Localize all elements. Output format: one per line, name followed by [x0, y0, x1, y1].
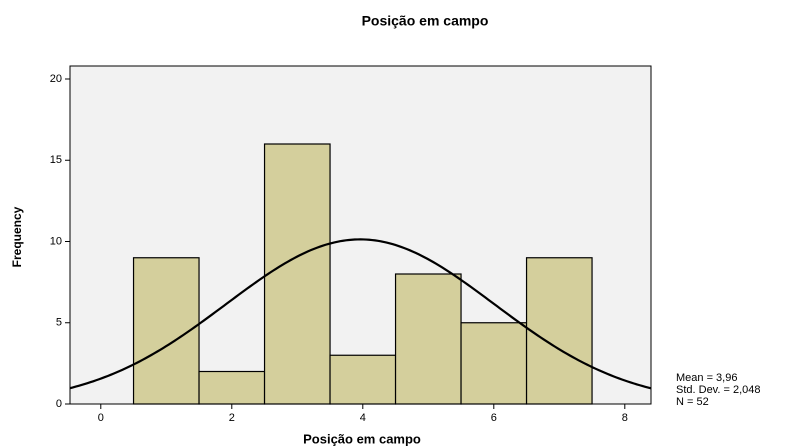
stat-label: Std. Dev. = 2,048 — [676, 384, 761, 396]
bar — [329, 354, 397, 405]
stat-label: Mean = 3,96 — [676, 372, 737, 384]
y-axis-label: Frequency — [10, 206, 24, 267]
y-tick-label: 5 — [56, 317, 62, 329]
chart-title: Posição em campo — [362, 13, 489, 29]
bar — [263, 143, 331, 405]
x-tick-label: 4 — [360, 412, 366, 424]
normal-curve — [69, 238, 652, 390]
x-tick-label: 0 — [98, 412, 104, 424]
bar — [198, 370, 266, 405]
x-axis-label: Posição em campo — [303, 431, 421, 446]
bar — [460, 322, 528, 405]
x-tick-label: 8 — [622, 412, 628, 424]
bar — [525, 257, 593, 405]
x-tick-label: 2 — [229, 412, 235, 424]
y-tick-label: 15 — [50, 154, 62, 166]
y-tick-label: 10 — [50, 235, 62, 247]
y-tick-label: 0 — [56, 398, 62, 410]
stat-label: N = 52 — [676, 396, 709, 408]
y-tick-label: 20 — [50, 73, 62, 85]
x-tick-label: 6 — [491, 412, 497, 424]
bar — [394, 273, 462, 405]
